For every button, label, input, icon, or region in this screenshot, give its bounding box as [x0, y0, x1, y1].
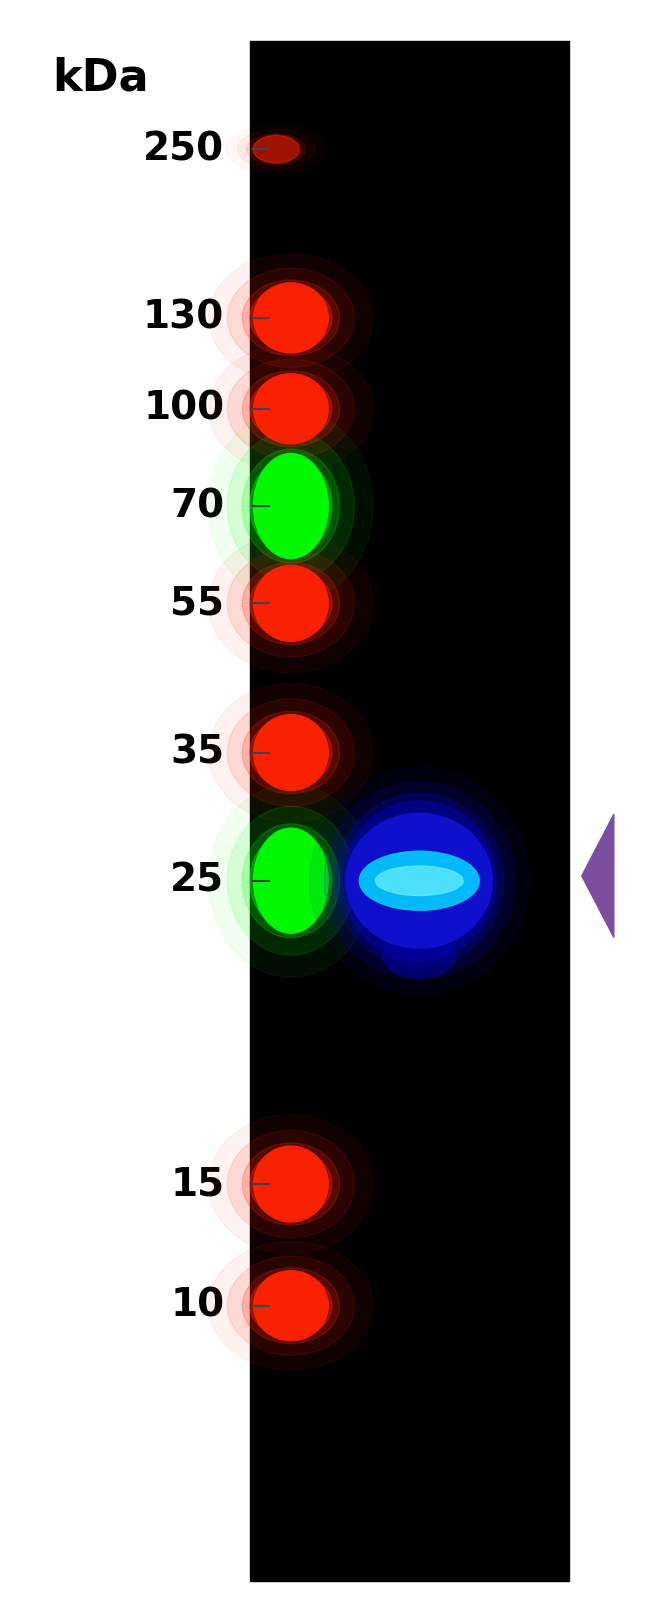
Ellipse shape	[227, 1131, 354, 1238]
Ellipse shape	[209, 785, 373, 976]
Ellipse shape	[242, 281, 339, 355]
Ellipse shape	[254, 566, 328, 641]
Ellipse shape	[376, 866, 463, 895]
Ellipse shape	[242, 1144, 339, 1225]
Text: 35: 35	[170, 733, 224, 772]
Ellipse shape	[209, 683, 373, 822]
Ellipse shape	[250, 719, 332, 787]
Ellipse shape	[209, 344, 373, 474]
Ellipse shape	[250, 376, 332, 441]
Ellipse shape	[252, 136, 302, 162]
Ellipse shape	[227, 699, 354, 806]
Ellipse shape	[227, 550, 354, 657]
Text: 10: 10	[170, 1286, 224, 1325]
Ellipse shape	[254, 1270, 328, 1341]
Ellipse shape	[254, 1147, 328, 1221]
Ellipse shape	[250, 457, 332, 555]
Text: 25: 25	[170, 861, 224, 900]
Ellipse shape	[209, 1114, 373, 1254]
Ellipse shape	[209, 1241, 373, 1371]
Ellipse shape	[242, 563, 339, 644]
Ellipse shape	[346, 813, 493, 949]
Ellipse shape	[383, 936, 456, 978]
Ellipse shape	[242, 449, 339, 563]
Ellipse shape	[227, 1255, 354, 1356]
Ellipse shape	[254, 715, 328, 790]
Ellipse shape	[335, 793, 503, 968]
Text: 70: 70	[170, 487, 224, 526]
Ellipse shape	[209, 253, 373, 383]
Ellipse shape	[242, 824, 339, 938]
Ellipse shape	[209, 410, 373, 602]
Ellipse shape	[242, 712, 339, 793]
Text: 55: 55	[170, 584, 224, 623]
Ellipse shape	[254, 454, 328, 558]
Text: 1: 1	[419, 45, 446, 83]
Ellipse shape	[250, 1273, 332, 1338]
Ellipse shape	[324, 782, 514, 980]
Ellipse shape	[343, 801, 496, 960]
Ellipse shape	[247, 135, 306, 164]
Ellipse shape	[227, 806, 354, 955]
Text: 130: 130	[143, 298, 224, 337]
Ellipse shape	[254, 282, 328, 354]
Ellipse shape	[254, 829, 328, 933]
Ellipse shape	[250, 1150, 332, 1218]
Ellipse shape	[238, 130, 315, 169]
Text: 100: 100	[143, 389, 224, 428]
Text: kDa: kDa	[52, 57, 149, 101]
Ellipse shape	[227, 268, 354, 368]
Ellipse shape	[227, 358, 354, 459]
Ellipse shape	[242, 371, 339, 446]
Ellipse shape	[227, 431, 354, 581]
Bar	[250, 41, 569, 1581]
Ellipse shape	[242, 1268, 339, 1343]
Ellipse shape	[209, 534, 373, 673]
Ellipse shape	[250, 832, 332, 929]
Ellipse shape	[254, 135, 299, 164]
Ellipse shape	[309, 767, 529, 994]
Ellipse shape	[359, 852, 479, 910]
Polygon shape	[582, 814, 614, 938]
Text: 15: 15	[170, 1165, 224, 1204]
Text: 250: 250	[143, 130, 224, 169]
Ellipse shape	[250, 569, 332, 637]
Ellipse shape	[250, 285, 332, 350]
Ellipse shape	[254, 373, 328, 444]
